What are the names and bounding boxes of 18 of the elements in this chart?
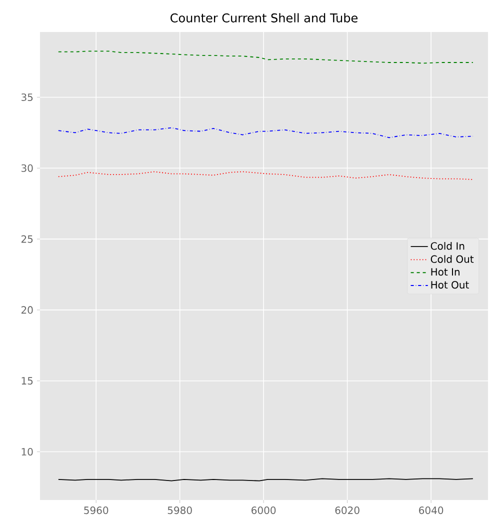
y-tick-label: 25 (21, 235, 33, 243)
chart-title: Counter Current Shell and Tube (170, 13, 358, 22)
x-tick-label: 5960 (84, 506, 108, 514)
y-tick-label: 15 (22, 377, 33, 385)
line-series (58, 171, 474, 180)
y-tick-label: 30 (22, 164, 33, 172)
x-tick-label: 6020 (335, 506, 360, 514)
legend-label: Hot In (431, 268, 460, 276)
legend-label: Cold Out (430, 255, 474, 263)
legend-label: Hot Out (431, 281, 469, 289)
legend-label: Cold In (430, 242, 464, 250)
y-tick-label: 20 (21, 306, 33, 314)
x-tick-label: 5980 (168, 506, 192, 514)
y-tick-label: 10 (22, 448, 33, 456)
y-tick-label: 35 (22, 93, 33, 102)
x-tick-label: 6040 (419, 506, 444, 514)
line-series (58, 127, 474, 138)
x-tick-label: 6000 (252, 506, 276, 514)
